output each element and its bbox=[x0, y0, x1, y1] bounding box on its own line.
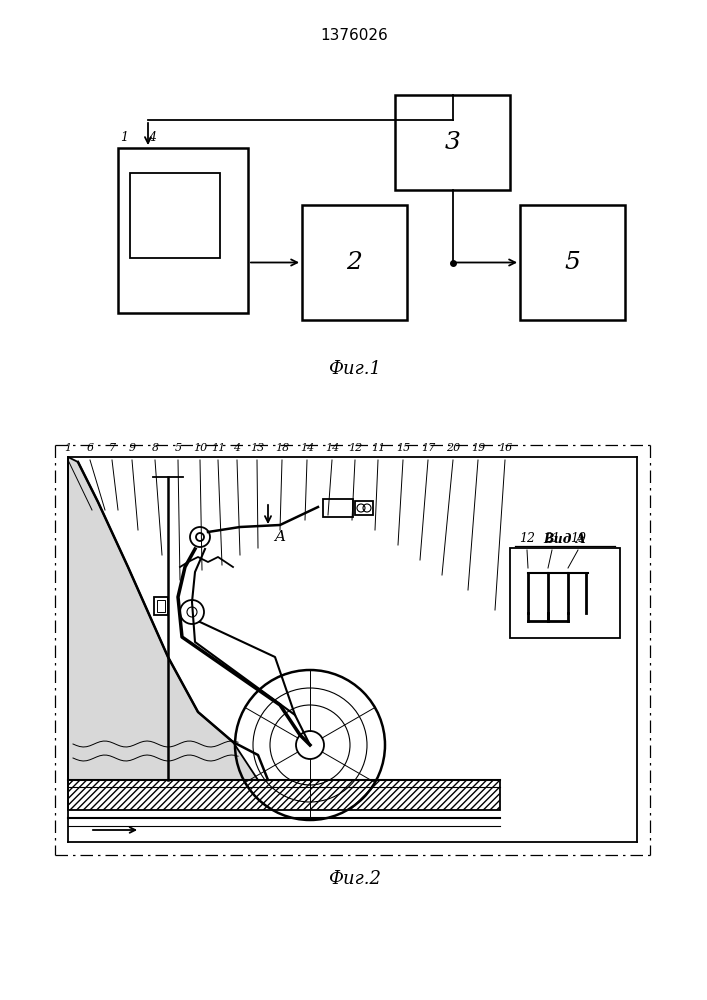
Text: 14: 14 bbox=[300, 443, 314, 453]
Text: 1: 1 bbox=[64, 443, 71, 453]
Text: Фиг.1: Фиг.1 bbox=[329, 360, 382, 378]
Text: 16: 16 bbox=[498, 443, 512, 453]
Text: 17: 17 bbox=[421, 443, 435, 453]
Text: 11: 11 bbox=[371, 443, 385, 453]
Text: 19: 19 bbox=[570, 532, 586, 545]
Bar bbox=[302, 205, 407, 320]
Bar bbox=[68, 780, 500, 810]
Text: 8: 8 bbox=[151, 443, 158, 453]
Bar bbox=[395, 95, 510, 190]
Text: Фиг.2: Фиг.2 bbox=[329, 870, 382, 888]
Text: 12: 12 bbox=[348, 443, 362, 453]
Text: 12: 12 bbox=[519, 532, 535, 545]
Text: 20: 20 bbox=[446, 443, 460, 453]
Text: 21: 21 bbox=[544, 532, 560, 545]
Bar bbox=[154, 597, 168, 615]
Text: 11: 11 bbox=[211, 443, 225, 453]
Bar bbox=[130, 173, 220, 258]
Polygon shape bbox=[68, 457, 268, 780]
Text: 14: 14 bbox=[325, 443, 339, 453]
Text: 6: 6 bbox=[86, 443, 93, 453]
Bar bbox=[157, 600, 165, 612]
Text: 15: 15 bbox=[396, 443, 410, 453]
Text: 18: 18 bbox=[275, 443, 289, 453]
Text: A: A bbox=[274, 530, 285, 544]
Bar bbox=[323, 499, 353, 517]
Text: 10: 10 bbox=[193, 443, 207, 453]
Text: 2: 2 bbox=[346, 251, 363, 274]
Text: 7: 7 bbox=[108, 443, 115, 453]
Text: 4: 4 bbox=[233, 443, 240, 453]
Text: 9: 9 bbox=[129, 443, 136, 453]
Bar bbox=[520, 205, 625, 320]
Text: 19: 19 bbox=[471, 443, 485, 453]
Text: 1: 1 bbox=[120, 131, 128, 144]
Bar bbox=[510, 548, 620, 638]
Text: 13: 13 bbox=[250, 443, 264, 453]
Text: 5: 5 bbox=[565, 251, 580, 274]
Text: 5: 5 bbox=[175, 443, 182, 453]
Bar bbox=[355, 501, 373, 515]
Text: 1376026: 1376026 bbox=[320, 28, 388, 43]
Bar bbox=[118, 148, 248, 313]
Text: Вид A: Вид A bbox=[544, 533, 586, 546]
Text: 3: 3 bbox=[445, 131, 460, 154]
Text: 4: 4 bbox=[148, 131, 156, 144]
